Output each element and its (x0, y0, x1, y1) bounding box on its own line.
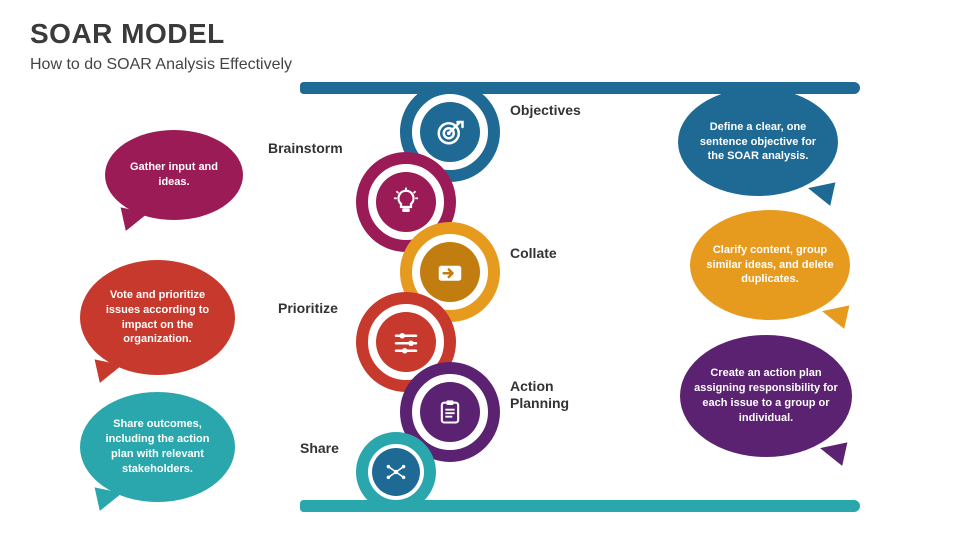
objectives-icon (420, 102, 480, 162)
action-icon (420, 382, 480, 442)
bubble-brainstorm-text: Gather input and ideas. (119, 160, 229, 190)
bubble-prioritize: Vote and prioritize issues according to … (80, 260, 235, 375)
bubble-brainstorm: Gather input and ideas. (105, 130, 243, 220)
bubble-action-text: Create an action plan assigning responsi… (694, 366, 838, 425)
bubble-objectives-text: Define a clear, one sentence objective f… (692, 120, 824, 165)
bubble-collate: Clarify content, group similar ideas, an… (690, 210, 850, 320)
diagram-stage: Objectives Brainstorm Collate (0, 0, 960, 540)
brainstorm-icon (376, 172, 436, 232)
label-share: Share (300, 440, 339, 456)
tail-brainstorm (116, 207, 148, 234)
tail-prioritize (90, 359, 122, 386)
label-collate: Collate (510, 245, 557, 261)
bubble-action: Create an action plan assigning responsi… (680, 335, 852, 457)
bubble-prioritize-text: Vote and prioritize issues according to … (94, 288, 221, 347)
label-prioritize: Prioritize (278, 300, 338, 316)
bubble-share-text: Share outcomes, including the action pla… (94, 417, 221, 476)
collate-icon (420, 242, 480, 302)
tail-objectives (808, 182, 840, 209)
bubble-share: Share outcomes, including the action pla… (80, 392, 235, 502)
tail-action (820, 442, 852, 469)
tail-share (90, 487, 122, 514)
label-brainstorm: Brainstorm (268, 140, 343, 156)
share-icon (372, 448, 420, 496)
ring-share (356, 432, 436, 512)
label-action: Action Planning (510, 378, 580, 412)
label-objectives: Objectives (510, 102, 581, 118)
tail-collate (822, 305, 854, 332)
prioritize-icon (376, 312, 436, 372)
bubble-collate-text: Clarify content, group similar ideas, an… (704, 243, 836, 288)
bubble-objectives: Define a clear, one sentence objective f… (678, 88, 838, 196)
